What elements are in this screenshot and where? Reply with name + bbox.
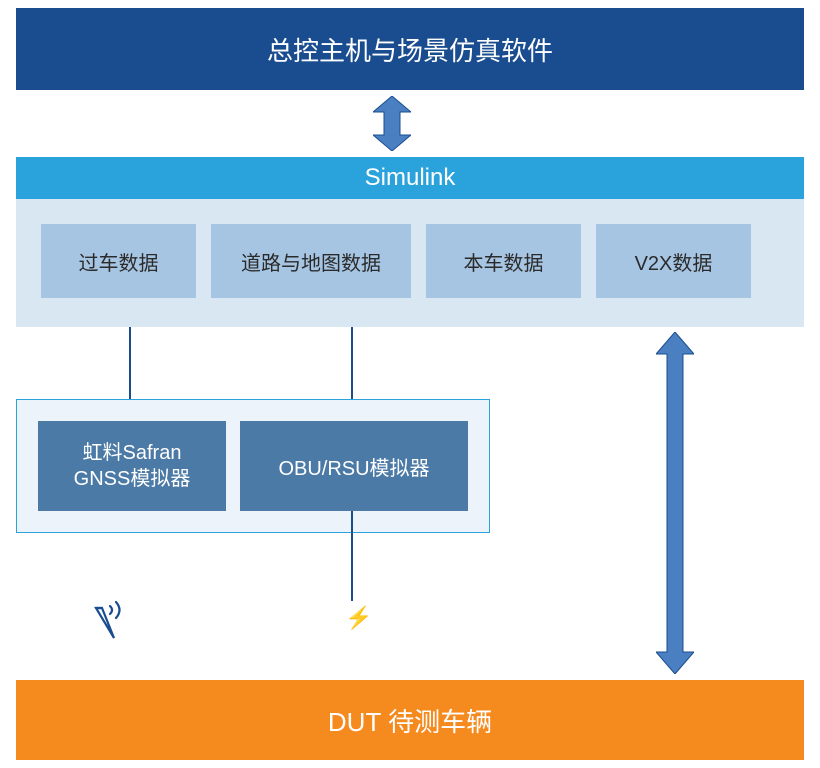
sim_tile2-label: OBU/RSU模拟器 <box>278 452 429 481</box>
arrow-a2 <box>656 332 694 674</box>
tile1-label: 过车数据 <box>79 247 159 276</box>
connector-c1 <box>129 327 131 399</box>
tile3: 本车数据 <box>426 224 581 298</box>
sim_tile1-label-a: 虹料Safran <box>74 440 191 466</box>
arrow-a1 <box>373 96 411 151</box>
connector-c3 <box>351 511 353 601</box>
simulink_header: Simulink <box>16 157 804 199</box>
connector-c2 <box>351 327 353 399</box>
tile1: 过车数据 <box>41 224 196 298</box>
tile2-label: 道路与地图数据 <box>241 247 381 276</box>
tile4-label: V2X数据 <box>635 247 713 276</box>
sim_tile1-label-b: GNSS模拟器 <box>74 466 191 492</box>
master-label: 总控主机与场景仿真软件 <box>267 31 553 68</box>
master: 总控主机与场景仿真软件 <box>16 8 804 90</box>
sim_tile2: OBU/RSU模拟器 <box>240 421 468 511</box>
tile2: 道路与地图数据 <box>211 224 411 298</box>
dut-label: DUT 待测车辆 <box>328 702 492 739</box>
dut: DUT 待测车辆 <box>16 680 804 760</box>
lightning-icon: ⚡ <box>345 605 372 631</box>
antenna-icon <box>92 598 136 642</box>
simulink_header-label: Simulink <box>365 164 456 192</box>
tile3-label: 本车数据 <box>464 247 544 276</box>
sim_tile1: 虹料SafranGNSS模拟器 <box>38 421 226 511</box>
tile4: V2X数据 <box>596 224 751 298</box>
